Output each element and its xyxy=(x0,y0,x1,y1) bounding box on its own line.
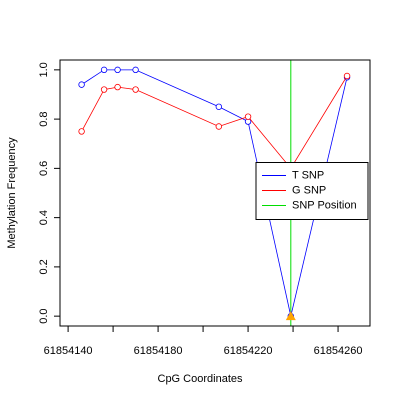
y-tick-label: 0.4 xyxy=(38,210,50,225)
legend-label: SNP Position xyxy=(292,199,357,211)
x-tick-label: 61854180 xyxy=(134,345,183,357)
data-point xyxy=(244,113,252,120)
data-point xyxy=(100,86,108,93)
y-axis-label: Methylation Frequency xyxy=(6,137,18,249)
data-point xyxy=(132,86,139,93)
legend-label: T SNP xyxy=(292,169,324,181)
x-axis-label: CpG Coordinates xyxy=(158,373,243,385)
data-point xyxy=(343,72,351,80)
y-tick-label: 0.2 xyxy=(38,259,50,274)
y-tick-label: 1.0 xyxy=(38,62,50,77)
x-tick-label: 61854140 xyxy=(44,345,93,357)
plot-frame xyxy=(59,59,371,327)
data-point xyxy=(132,66,139,74)
data-point xyxy=(114,83,121,91)
y-tick-label: 0.6 xyxy=(38,161,50,176)
x-tick-label: 61854220 xyxy=(224,345,273,357)
data-point xyxy=(100,66,108,74)
data-point xyxy=(215,123,223,130)
y-tick-label: 0.8 xyxy=(38,111,50,126)
data-point xyxy=(114,66,121,74)
data-point xyxy=(78,81,85,88)
snp-marker xyxy=(285,311,296,321)
y-tick-label: 0.0 xyxy=(38,308,50,323)
x-tick-label: 61854260 xyxy=(314,345,363,357)
data-point xyxy=(78,128,85,135)
legend-label: G SNP xyxy=(292,184,326,196)
data-point xyxy=(215,103,223,110)
